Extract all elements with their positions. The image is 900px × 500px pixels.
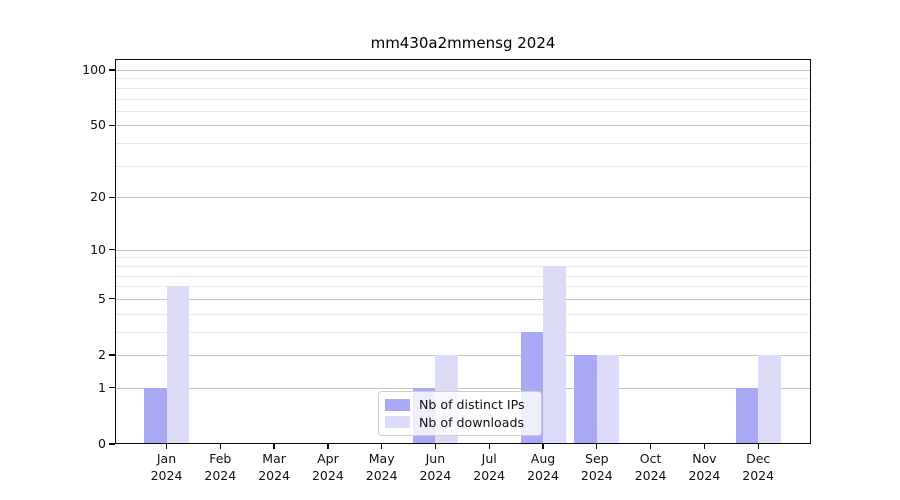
y-axis-tick: [109, 124, 115, 127]
x-axis-tick: [649, 444, 652, 449]
bar-distinct-ips-sep: [574, 355, 597, 444]
y-axis-label: 2: [98, 347, 106, 362]
x-axis-tick: [757, 444, 759, 449]
gridline-minor: [115, 165, 811, 167]
x-axis-tick: [596, 444, 598, 449]
x-axis-tick: [488, 444, 490, 449]
x-axis-tick: [165, 444, 168, 449]
bar-downloads-aug: [543, 265, 566, 444]
gridline-minor: [115, 143, 811, 145]
legend-swatch-distinct-ips: [385, 398, 410, 411]
gridline-major: [115, 125, 811, 127]
x-axis-tick: [434, 444, 437, 449]
y-axis-tick: [109, 196, 115, 198]
gridline-minor: [115, 265, 811, 267]
y-axis-label: 10: [90, 241, 106, 257]
bar-distinct-ips-jan: [144, 387, 167, 444]
gridline-major: [115, 355, 811, 356]
bar-downloads-sep: [596, 355, 620, 444]
legend-item-distinct-ips: Nb of distinct IPs: [385, 397, 535, 412]
bar-downloads-jan: [166, 286, 189, 444]
legend-swatch-downloads: [385, 416, 410, 429]
y-axis-label: 1: [98, 379, 106, 395]
gridline-major: [115, 70, 811, 71]
gridline-minor: [115, 313, 811, 315]
chart-title: mm430a2mmensg 2024: [370, 34, 556, 52]
x-axis-label: Jan 2024: [150, 451, 183, 483]
x-axis-tick: [703, 444, 706, 449]
plot-area: [115, 59, 811, 444]
x-axis-label: Nov 2024: [688, 451, 721, 483]
y-axis-label: 0: [98, 436, 106, 451]
y-axis-label: 50: [90, 117, 106, 133]
gridline-major: [115, 249, 811, 251]
y-axis-tick: [109, 354, 115, 356]
legend-label-downloads: Nb of downloads: [419, 414, 525, 430]
x-axis-label: Jul 2024: [473, 451, 506, 483]
legend-label-distinct-ips: Nb of distinct IPs: [419, 397, 525, 413]
y-axis-tick: [109, 69, 115, 71]
gridline-major: [115, 197, 811, 199]
gridline-minor: [115, 78, 811, 80]
x-axis-label: Aug 2024: [527, 451, 559, 483]
x-axis-tick: [381, 444, 383, 449]
y-axis-tick: [109, 443, 115, 445]
x-axis-label: Sep 2024: [580, 451, 613, 483]
y-axis-label: 5: [98, 290, 106, 306]
x-axis-label: May 2024: [365, 451, 398, 483]
x-axis-tick: [219, 444, 221, 449]
x-axis-tick: [327, 444, 329, 449]
gridline-minor: [115, 98, 811, 100]
y-axis-tick: [109, 387, 115, 389]
gridline-minor: [115, 87, 811, 89]
x-axis-tick: [542, 444, 544, 449]
gridline-minor: [115, 331, 811, 333]
legend: Nb of distinct IPs Nb of downloads: [378, 391, 542, 436]
x-axis-label: Oct 2024: [634, 451, 667, 483]
x-axis-label: Feb 2024: [204, 451, 237, 483]
x-axis-label: Jun 2024: [419, 451, 452, 483]
gridline-major: [115, 298, 811, 300]
gridline-major: [115, 387, 811, 389]
bar-downloads-dec: [758, 355, 781, 444]
x-axis-label: Dec 2024: [742, 451, 775, 483]
y-axis-tick: [109, 249, 115, 251]
gridline-minor: [115, 110, 811, 112]
y-axis-label: 20: [90, 189, 106, 205]
y-axis-label: 100: [82, 62, 106, 77]
x-axis-tick: [273, 444, 275, 449]
x-axis-label: Apr 2024: [311, 451, 344, 483]
gridline-minor: [115, 257, 811, 259]
x-axis-label: Mar 2024: [258, 451, 290, 483]
gridline-minor: [115, 275, 811, 277]
gridline-minor: [115, 286, 811, 288]
y-axis-tick: [109, 298, 115, 300]
bar-distinct-ips-dec: [735, 387, 759, 444]
legend-item-downloads: Nb of downloads: [385, 415, 535, 430]
